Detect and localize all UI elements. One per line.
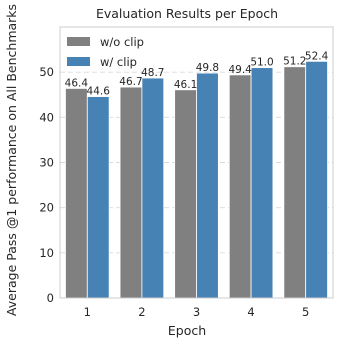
data-label: 49.8	[196, 62, 219, 74]
x-tick-label: 4	[247, 305, 254, 319]
bar-with-clip	[86, 96, 110, 299]
bar-without-clip	[228, 74, 252, 299]
y-tick-label: 0	[47, 291, 54, 305]
y-axis-title: Average Pass @1 performance on All Bench…	[4, 4, 19, 316]
data-label: 49.4	[228, 64, 252, 76]
y-tick-label: 50	[39, 65, 54, 79]
bar-without-clip	[283, 66, 307, 299]
data-label: 44.6	[87, 86, 111, 98]
plot-frame	[59, 26, 334, 299]
x-tick-label: 3	[193, 305, 200, 319]
data-label: 51.0	[250, 57, 273, 69]
bar-with-clip	[250, 67, 274, 299]
legend-label: w/o clip	[100, 35, 144, 49]
y-tick-label: 40	[39, 110, 54, 124]
y-axis-ticks: 0 10 20 30 40 50	[39, 65, 54, 305]
bar-with-clip	[141, 77, 165, 299]
bar-without-clip	[65, 88, 88, 299]
legend: w/o clip w/ clip	[67, 35, 144, 69]
data-label: 46.1	[174, 79, 197, 91]
bar-with-clip	[305, 60, 328, 299]
x-tick-label: 2	[138, 305, 145, 319]
y-tick-label: 30	[39, 156, 54, 170]
x-tick-label: 5	[302, 305, 309, 319]
data-label: 51.2	[283, 56, 306, 68]
legend-swatch	[67, 57, 90, 66]
y-tick-label: 10	[39, 246, 54, 260]
chart-title: Evaluation Results per Epoch	[96, 6, 278, 21]
y-tick-label: 20	[39, 201, 54, 215]
bar-without-clip	[119, 86, 143, 299]
bar-with-clip	[196, 72, 219, 299]
data-label: 46.4	[65, 77, 89, 89]
data-labels: 46.444.6 46.748.7 46.1 49.8 49.451.0 51.252.4	[65, 50, 329, 97]
x-axis-ticks: 1 2 3 4 5	[84, 305, 310, 319]
x-axis-title: Epoch	[168, 323, 206, 338]
data-label: 46.7	[119, 76, 142, 88]
x-tick-label: 1	[84, 305, 91, 319]
data-label: 52.4	[305, 50, 329, 62]
legend-swatch	[67, 37, 90, 46]
bar-without-clip	[174, 89, 197, 299]
bars	[65, 60, 328, 299]
legend-label: w/ clip	[100, 55, 137, 69]
data-label: 48.7	[141, 67, 164, 79]
